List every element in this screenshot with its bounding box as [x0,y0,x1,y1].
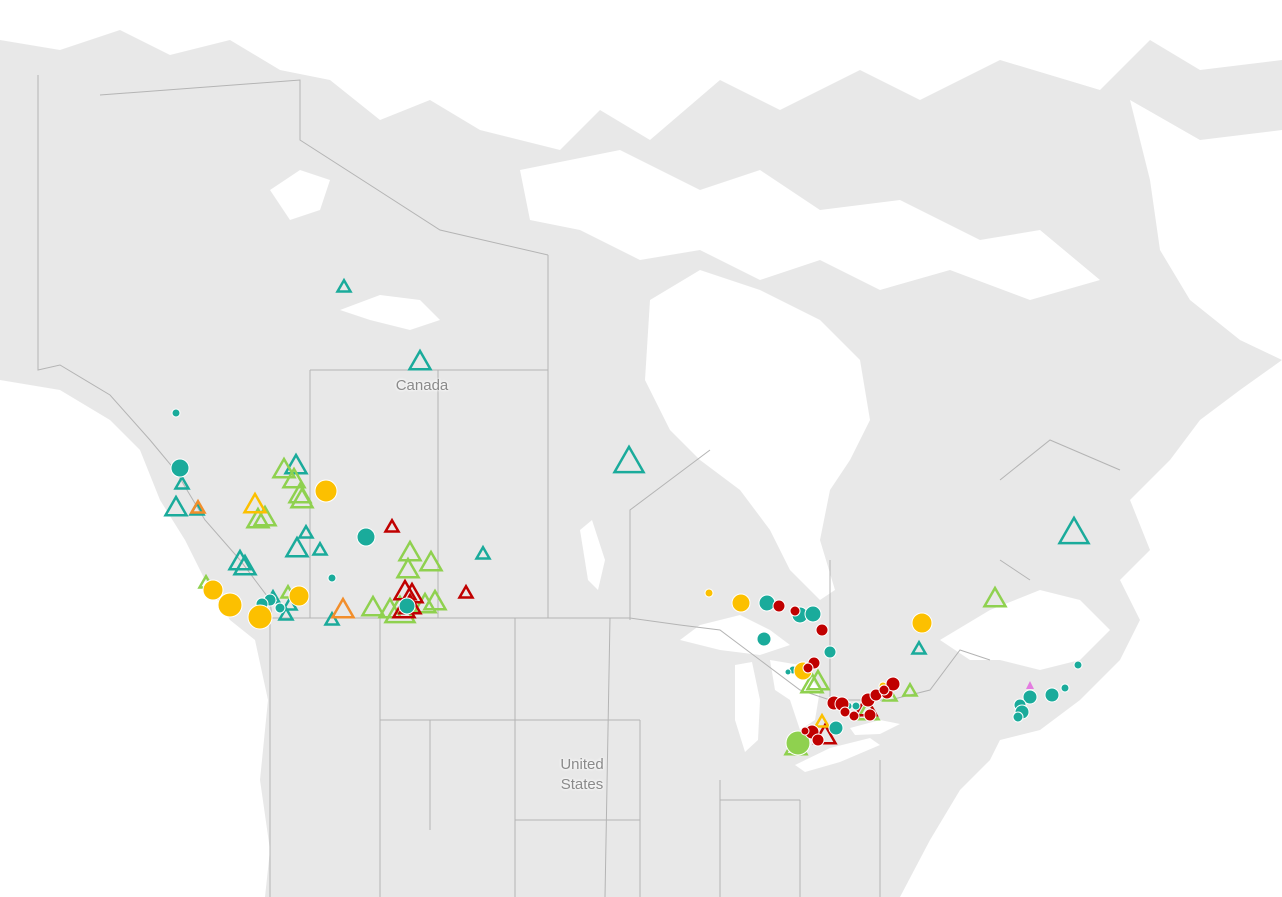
teal-triangle-marker[interactable] [910,639,928,655]
green-triangle-marker[interactable] [805,668,831,691]
red-circle-marker[interactable] [772,599,786,613]
teal-circle-marker[interactable] [1073,660,1083,670]
red-circle-marker[interactable] [848,710,860,722]
country-label-united-states: United States [542,755,622,795]
yellow-circle-marker[interactable] [247,604,273,630]
red-circle-marker[interactable] [863,708,877,722]
teal-triangle-marker[interactable] [335,277,353,293]
orange-triangle-marker[interactable] [330,596,356,619]
green-circle-marker[interactable] [785,730,811,756]
yellow-circle-marker[interactable] [731,593,751,613]
teal-triangle-marker[interactable] [407,348,433,371]
red-triangle-marker[interactable] [457,583,475,599]
great-slave-lake [340,295,440,330]
teal-triangle-marker[interactable] [612,444,646,474]
marker-layer [163,277,1091,756]
teal-circle-marker[interactable] [823,645,837,659]
lake-winnipeg [580,520,605,590]
teal-circle-marker[interactable] [804,605,822,623]
yellow-circle-marker[interactable] [704,588,714,598]
gulf-st-lawrence [940,590,1110,670]
red-circle-marker[interactable] [811,733,825,747]
country-label-us-line2: States [560,776,604,793]
green-triangle-marker[interactable] [901,681,919,697]
orange-triangle-marker[interactable] [189,498,207,514]
teal-circle-marker[interactable] [356,527,376,547]
red-circle-marker[interactable] [789,605,801,617]
arctic-channel [520,150,1100,300]
atlantic-ocean [900,360,1282,897]
red-triangle-marker[interactable] [383,517,401,533]
teal-triangle-marker[interactable] [474,544,492,560]
teal-circle-marker[interactable] [398,597,416,615]
teal-triangle-marker[interactable] [284,535,310,558]
green-triangle-marker[interactable] [289,486,315,509]
arctic-water [0,0,1282,150]
teal-circle-marker[interactable] [170,458,190,478]
green-triangle-marker[interactable] [395,556,421,579]
yellow-circle-marker[interactable] [202,579,224,601]
green-triangle-marker[interactable] [418,549,444,572]
teal-circle-marker[interactable] [1060,683,1070,693]
teal-circle-marker[interactable] [828,720,844,736]
yellow-triangle-marker[interactable] [242,491,268,514]
red-circle-marker[interactable] [802,662,814,674]
teal-triangle-marker[interactable] [323,610,341,626]
yellow-circle-marker[interactable] [314,479,338,503]
yellow-circle-marker[interactable] [911,612,933,634]
teal-triangle-marker[interactable] [227,548,253,571]
green-triangle-marker[interactable] [360,594,386,617]
teal-circle-marker[interactable] [756,631,772,647]
teal-circle-marker[interactable] [1044,687,1060,703]
teal-circle-marker[interactable] [171,408,181,418]
lake-erie [795,738,880,772]
green-triangle-marker[interactable] [252,504,278,527]
lake-michigan [735,662,760,752]
teal-triangle-marker[interactable] [232,553,258,576]
pink-triangle-marker[interactable] [1026,681,1034,689]
green-triangle-marker[interactable] [982,585,1008,608]
teal-circle-marker[interactable] [851,701,861,711]
red-circle-marker[interactable] [815,623,829,637]
baffin-water [1130,100,1282,360]
teal-triangle-marker[interactable] [173,474,191,490]
teal-circle-marker[interactable] [1012,711,1024,723]
green-triangle-marker[interactable] [245,506,271,529]
teal-triangle-marker[interactable] [277,605,295,621]
teal-circle-marker[interactable] [784,668,792,676]
yellow-triangle-marker[interactable] [813,712,831,728]
green-triangle-marker[interactable] [397,539,423,562]
teal-circle-marker[interactable] [758,594,776,612]
teal-triangle-marker[interactable] [311,540,329,556]
teal-circle-marker[interactable] [327,573,337,583]
yellow-circle-marker[interactable] [288,585,310,607]
teal-triangle-marker[interactable] [1057,515,1091,545]
teal-circle-marker[interactable] [274,602,286,614]
red-circle-marker[interactable] [885,676,901,692]
country-label-canada: Canada [395,377,449,394]
country-label-us-line1: United [560,756,604,773]
pacific-ocean [0,380,270,897]
lake-ontario [850,720,900,735]
teal-circle-marker[interactable] [1022,689,1038,705]
green-triangle-marker[interactable] [377,596,403,619]
lake-superior [680,615,790,655]
green-triangle-marker[interactable] [271,456,297,479]
red-circle-marker[interactable] [839,706,851,718]
green-triangle-marker[interactable] [281,466,307,489]
hudson-bay [645,270,870,600]
red-circle-marker[interactable] [800,726,810,736]
green-triangle-marker[interactable] [799,671,825,694]
teal-triangle-marker[interactable] [163,494,189,517]
great-bear-lake [270,170,330,220]
teal-triangle-marker[interactable] [297,523,315,539]
red-circle-marker[interactable] [878,684,890,696]
yellow-circle-marker[interactable] [217,592,243,618]
